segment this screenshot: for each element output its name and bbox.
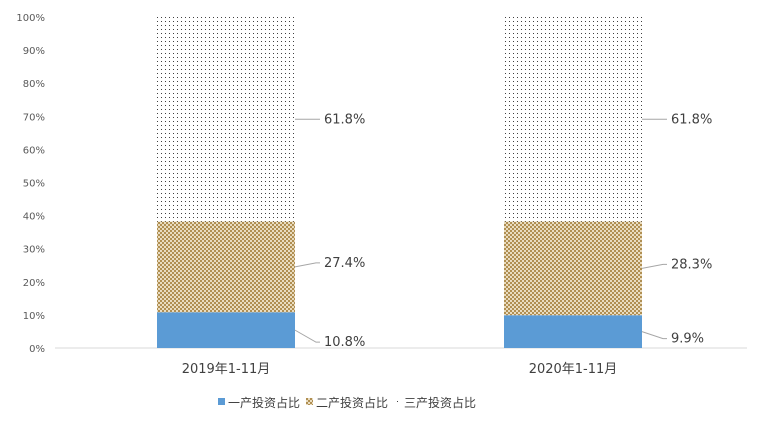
data-label: 61.8%: [671, 112, 712, 127]
data-label: 9.9%: [671, 332, 704, 347]
y-tick-label: 30%: [23, 245, 45, 256]
data-label: 28.3%: [671, 257, 712, 272]
bars-layer: [157, 17, 642, 348]
y-tick-label: 10%: [23, 311, 45, 322]
legend-swatch: [306, 398, 313, 405]
bar-segment: [157, 312, 295, 348]
bar-segment: [157, 17, 295, 222]
data-label: 61.8%: [324, 112, 365, 127]
y-tick-label: 0%: [29, 344, 45, 355]
y-tick-label: 60%: [23, 145, 45, 156]
y-tick-label: 80%: [23, 79, 45, 90]
bar-segment: [504, 17, 642, 222]
data-label: 27.4%: [324, 256, 365, 271]
data-label: 10.8%: [324, 335, 365, 350]
bar-segment: [157, 221, 295, 313]
legend-swatch: [218, 398, 225, 405]
label-leader-line: [294, 329, 320, 343]
y-tick-label: 70%: [23, 112, 45, 123]
y-tick-label: 40%: [23, 212, 45, 223]
label-leader-line: [641, 331, 667, 340]
legend-swatch: [394, 398, 401, 405]
legend-label: 三产投资占比: [404, 395, 476, 410]
y-tick-label: 50%: [23, 179, 45, 190]
bar-segment: [504, 221, 642, 316]
legend-label: 二产投资占比: [316, 395, 388, 410]
x-category-label: 2020年1-11月: [529, 362, 618, 377]
y-tick-label: 20%: [23, 278, 45, 289]
label-leader-line: [641, 263, 667, 269]
legend-label: 一产投资占比: [228, 395, 300, 410]
data-labels-layer: 10.8% 27.4% 61.8% 9.9% 28.3% 61.8%: [294, 112, 712, 350]
label-leader-line: [294, 262, 320, 268]
legend: 一产投资占比 二产投资占比 三产投资占比: [218, 395, 476, 410]
x-category-label: 2019年1-11月: [182, 362, 271, 377]
y-tick-label: 100%: [16, 13, 45, 24]
bar-segment: [504, 315, 642, 348]
y-tick-label: 90%: [23, 46, 45, 57]
